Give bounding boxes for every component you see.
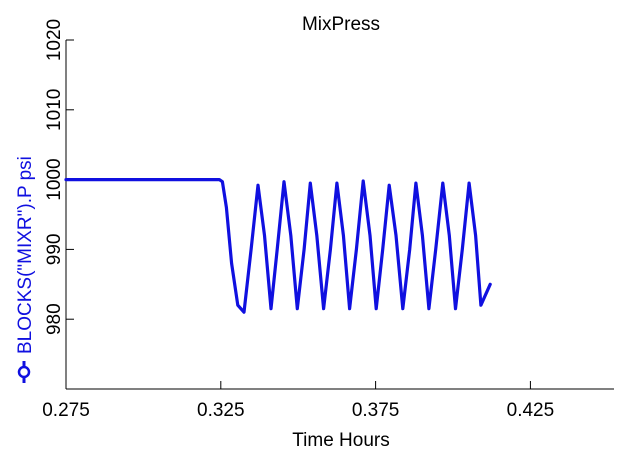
data-point bbox=[434, 248, 437, 251]
series-line bbox=[64, 178, 492, 314]
data-point bbox=[290, 234, 292, 237]
data-point bbox=[243, 311, 245, 314]
data-point bbox=[276, 248, 279, 251]
data-point bbox=[428, 307, 430, 310]
data-point bbox=[230, 262, 233, 265]
y-tick-label: 1000 bbox=[44, 158, 65, 200]
data-point bbox=[454, 307, 457, 310]
series-points bbox=[65, 178, 492, 314]
data-point bbox=[336, 182, 338, 184]
legend-circle-marker bbox=[17, 365, 31, 379]
data-point bbox=[442, 182, 444, 184]
data-point bbox=[375, 307, 378, 310]
data-point bbox=[402, 307, 404, 310]
data-point bbox=[316, 234, 318, 237]
data-point bbox=[309, 182, 312, 184]
data-point bbox=[218, 178, 221, 181]
data-point bbox=[408, 248, 411, 251]
data-point bbox=[362, 180, 365, 182]
data-point bbox=[355, 248, 358, 251]
data-point bbox=[270, 307, 272, 310]
data-point bbox=[468, 182, 470, 184]
data-point bbox=[263, 234, 266, 237]
data-point bbox=[474, 234, 477, 237]
y-ticks: 980 990 1000 1010 1020 bbox=[44, 19, 74, 335]
data-point bbox=[225, 206, 228, 209]
data-point bbox=[369, 234, 371, 237]
data-point bbox=[296, 307, 299, 310]
chart-title: MixPress bbox=[302, 14, 380, 35]
x-axis-label: Time Hours bbox=[292, 430, 389, 451]
data-point bbox=[237, 304, 239, 307]
data-point bbox=[329, 248, 332, 251]
data-point bbox=[257, 184, 259, 186]
data-point bbox=[381, 248, 384, 251]
data-point bbox=[283, 180, 285, 183]
data-point bbox=[415, 182, 417, 184]
data-point bbox=[221, 180, 224, 183]
data-point bbox=[342, 234, 345, 237]
x-ticks: 0.275 0.325 0.375 0.425 bbox=[42, 381, 554, 421]
y-axis-label: BLOCKS("MIXR").P psi bbox=[15, 156, 36, 354]
data-point bbox=[421, 234, 424, 237]
y-tick-label: 1010 bbox=[44, 89, 65, 131]
x-tick-label: 0.325 bbox=[197, 400, 245, 421]
data-point bbox=[348, 307, 351, 310]
x-tick-label: 0.425 bbox=[507, 400, 555, 421]
data-point bbox=[322, 307, 325, 310]
data-point bbox=[448, 234, 451, 237]
data-point bbox=[303, 248, 305, 251]
data-point bbox=[461, 248, 464, 251]
data-point bbox=[250, 248, 252, 251]
y-tick-label: 980 bbox=[44, 303, 65, 335]
x-tick-label: 0.375 bbox=[352, 400, 400, 421]
data-point bbox=[395, 234, 397, 237]
y-tick-label: 990 bbox=[44, 234, 65, 266]
y-axis-label-group: BLOCKS("MIXR").P psi bbox=[15, 156, 36, 383]
data-point bbox=[65, 178, 67, 181]
data-point bbox=[480, 304, 482, 307]
data-point bbox=[489, 283, 492, 286]
x-tick-label: 0.275 bbox=[42, 400, 90, 421]
y-tick-label: 1020 bbox=[44, 19, 65, 61]
data-point bbox=[388, 184, 391, 186]
axes bbox=[65, 40, 614, 390]
